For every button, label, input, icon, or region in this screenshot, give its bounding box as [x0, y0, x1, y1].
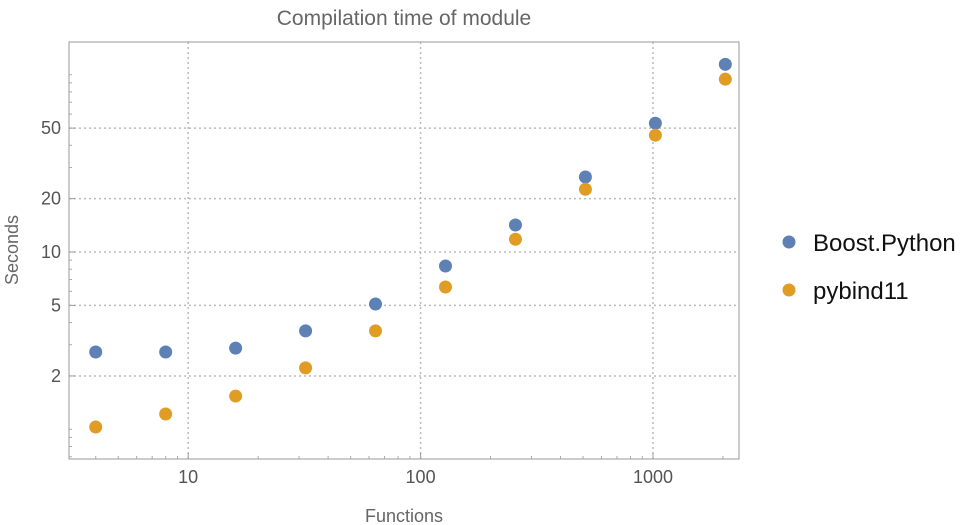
- data-point-pybind11: [578, 182, 592, 196]
- data-point-pybind11: [229, 389, 243, 403]
- y-tick-label: 50: [41, 118, 61, 138]
- x-tick-label: 10: [178, 467, 198, 487]
- data-point-pybind11: [718, 72, 732, 86]
- data-point-boost-python: [159, 345, 173, 359]
- data-point-boost-python: [578, 170, 592, 184]
- legend-marker: [782, 235, 796, 249]
- chart-title: Compilation time of module: [277, 7, 531, 30]
- data-point-pybind11: [89, 420, 103, 434]
- data-point-pybind11: [159, 407, 173, 421]
- legend-label: pybind11: [813, 278, 909, 305]
- legend: Boost.Python pybind11: [782, 230, 956, 305]
- y-tick-label: 20: [41, 189, 61, 209]
- data-point-boost-python: [718, 57, 732, 71]
- y-tick-label: 2: [51, 366, 61, 386]
- plot-frame: [68, 41, 740, 460]
- data-point-boost-python: [299, 324, 313, 338]
- data-point-boost-python: [648, 116, 662, 130]
- y-tick-label: 10: [41, 242, 61, 262]
- x-axis-label: Functions: [365, 506, 443, 525]
- data-point-pybind11: [438, 280, 452, 294]
- x-tick-label: 100: [406, 467, 436, 487]
- legend-marker: [782, 283, 796, 297]
- y-tick-label: 5: [51, 295, 61, 315]
- data-point-boost-python: [89, 345, 103, 359]
- data-point-boost-python: [369, 297, 383, 311]
- data-point-boost-python: [508, 218, 522, 232]
- legend-label: Boost.Python: [813, 230, 956, 257]
- x-tick-label: 1000: [633, 467, 673, 487]
- data-point-pybind11: [369, 324, 383, 338]
- y-axis-label: Seconds: [2, 215, 22, 285]
- data-point-boost-python: [229, 341, 243, 355]
- data-point-boost-python: [438, 259, 452, 273]
- data-point-pybind11: [508, 232, 522, 246]
- data-points: [89, 57, 732, 434]
- gridlines: [69, 42, 739, 459]
- data-point-pybind11: [648, 128, 662, 142]
- ticks: 10 100 1000 2 5 10 20 50: [41, 74, 724, 487]
- data-point-pybind11: [299, 361, 313, 375]
